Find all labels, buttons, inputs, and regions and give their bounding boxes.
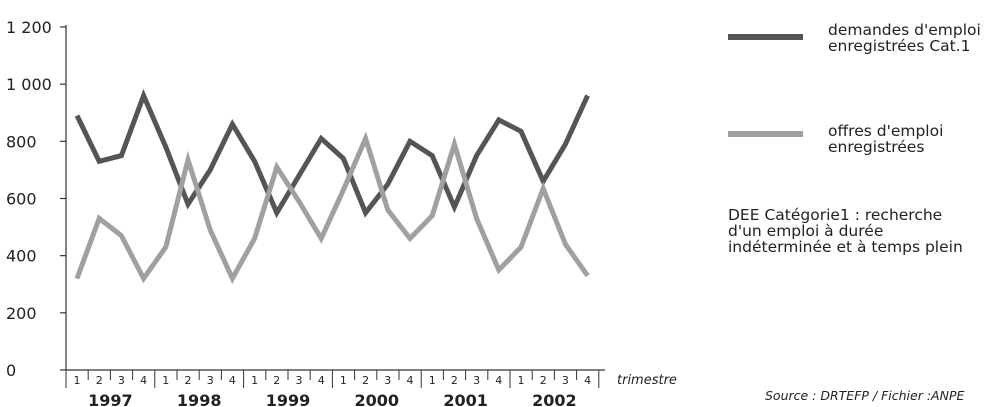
quarter-label: 4 bbox=[495, 374, 502, 387]
quarter-label: 1 bbox=[518, 374, 525, 387]
category-note: DEE Catégorie1 : recherche d'un emploi à… bbox=[728, 206, 963, 256]
quarter-label: 2 bbox=[96, 374, 103, 387]
y-tick-label: 0 bbox=[6, 361, 16, 380]
y-tick-label: 1 200 bbox=[6, 18, 52, 37]
quarter-label: 4 bbox=[318, 374, 325, 387]
year-label: 2000 bbox=[355, 391, 400, 407]
y-tick-label: 200 bbox=[6, 304, 37, 323]
year-label: 2002 bbox=[532, 391, 577, 407]
y-tick-label: 400 bbox=[6, 247, 37, 266]
series-lines bbox=[74, 88, 590, 285]
year-label: 1999 bbox=[266, 391, 311, 407]
quarter-label: 3 bbox=[473, 374, 480, 387]
legend-swatch-demandes bbox=[728, 34, 803, 40]
quarter-label: 4 bbox=[584, 374, 591, 387]
x-axis: 1 2 3 4 1 2 3 4 1 2 3 4 1 2 3 4 1 2 3 4 1 2 3 4 1997 1998 1999 2000… bbox=[65, 370, 600, 407]
quarter-label: 3 bbox=[207, 374, 214, 387]
quarter-label: 2 bbox=[451, 374, 458, 387]
quarter-label: 2 bbox=[540, 374, 547, 387]
quarter-label: 4 bbox=[407, 374, 414, 387]
y-tick-label: 600 bbox=[6, 190, 37, 209]
quarter-label: 1 bbox=[74, 374, 81, 387]
quarter-label: 3 bbox=[562, 374, 569, 387]
quarter-label: 4 bbox=[140, 374, 147, 387]
y-tick-label: 800 bbox=[6, 132, 37, 151]
quarter-label: 3 bbox=[118, 374, 125, 387]
legend-label-offres: offres d'emploi enregistrées bbox=[828, 122, 944, 156]
x-axis-label: trimestre bbox=[617, 373, 677, 388]
quarter-label: 2 bbox=[273, 374, 280, 387]
year-label: 1998 bbox=[177, 391, 222, 407]
y-tick-label: 1 000 bbox=[6, 75, 52, 94]
quarter-label: 2 bbox=[362, 374, 369, 387]
quarter-label: 1 bbox=[162, 374, 169, 387]
quarter-label: 3 bbox=[384, 374, 391, 387]
y-axis: 0 200 400 600 800 1 000 1 200 bbox=[6, 18, 66, 380]
quarter-label: 4 bbox=[229, 374, 236, 387]
line-chart: 0 200 400 600 800 1 000 1 200 1 2 3 4 1 2 3 4 1 2 3 4 1 2 3 4… bbox=[6, 18, 677, 407]
quarter-label: 2 bbox=[185, 374, 192, 387]
legend-label-demandes: demandes d'emploi enregistrées Cat.1 bbox=[828, 21, 981, 55]
series-line-demandes bbox=[74, 88, 590, 219]
quarter-label: 1 bbox=[251, 374, 258, 387]
year-label: 1997 bbox=[88, 391, 133, 407]
quarter-label: 1 bbox=[340, 374, 347, 387]
quarter-label: 1 bbox=[429, 374, 436, 387]
source-note: Source : DRTEFP / Fichier :ANPE bbox=[765, 388, 965, 403]
quarter-label: 3 bbox=[296, 374, 303, 387]
series-line-offres bbox=[74, 131, 590, 285]
legend-swatch-offres bbox=[728, 131, 803, 137]
year-label: 2001 bbox=[443, 391, 488, 407]
